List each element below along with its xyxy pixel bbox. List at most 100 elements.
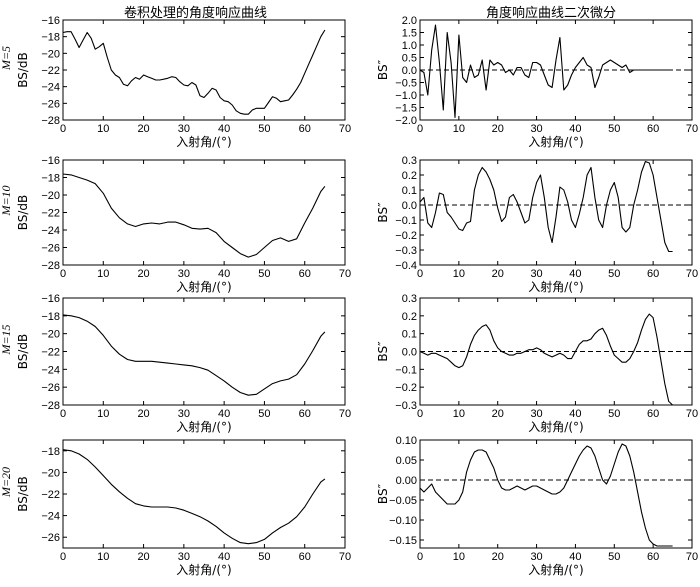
y-tick-label: −16 bbox=[41, 15, 60, 27]
series-line bbox=[62, 449, 326, 545]
panel-3-0: 0 10 20 30 40 50 60 70 −26 −24 −22 −20 −18 入射角/(°) BS/… bbox=[0, 439, 351, 577]
y-tick-label: 1.0 bbox=[402, 40, 417, 52]
y-tick-label: 0.10 bbox=[396, 435, 417, 447]
y-tick-label: 0.3 bbox=[402, 293, 417, 305]
plot-frame bbox=[62, 159, 346, 266]
x-tick-label: 40 bbox=[569, 408, 581, 420]
y-tick-label: 0.0 bbox=[402, 65, 417, 77]
series-line bbox=[419, 313, 673, 406]
row-label: M=20 bbox=[0, 467, 13, 498]
x-tick-label: 70 bbox=[339, 551, 351, 563]
panel-0-0: 0 10 20 30 40 50 60 70 −28 −26 −24 −22 −20 −18 −16 入射角/… bbox=[0, 15, 351, 149]
x-axis-label: 入射角/(°) bbox=[176, 134, 231, 149]
y-axis-label: BS/dB bbox=[16, 52, 30, 88]
y-tick-label: −0.2 bbox=[395, 382, 417, 394]
x-tick-label: 30 bbox=[530, 268, 542, 280]
y-tick-label: −24 bbox=[41, 364, 60, 376]
x-tick-label: 50 bbox=[608, 408, 620, 420]
x-tick-label: 10 bbox=[97, 408, 109, 420]
y-tick-label: 0.5 bbox=[402, 53, 417, 65]
y-tick-label: −1.0 bbox=[395, 90, 417, 102]
left-column-title: 卷积处理的角度响应曲线 bbox=[124, 6, 268, 21]
y-axis-label: BS/dB bbox=[16, 476, 30, 512]
x-tick-label: 60 bbox=[647, 268, 659, 280]
x-tick-label: 60 bbox=[299, 123, 311, 135]
x-tick-label: 0 bbox=[60, 551, 66, 563]
x-tick-label: 30 bbox=[530, 123, 542, 135]
panel-0-1: 0 10 20 30 40 50 60 70 −2.0−1.5−1.0−0.50.00.51.0… bbox=[376, 15, 698, 149]
x-tick-label: 60 bbox=[299, 408, 311, 420]
x-tick-label: 20 bbox=[492, 408, 504, 420]
y-tick-label: −0.3 bbox=[395, 400, 417, 412]
plot-frame bbox=[62, 19, 346, 121]
x-tick-label: 20 bbox=[137, 551, 149, 563]
y-tick-label: −28 bbox=[41, 400, 60, 412]
series-line bbox=[419, 443, 673, 547]
x-tick-label: 40 bbox=[569, 551, 581, 563]
x-tick-label: 0 bbox=[60, 408, 66, 420]
x-tick-label: 50 bbox=[608, 551, 620, 563]
x-tick-label: 40 bbox=[569, 123, 581, 135]
y-tick-label: −1.5 bbox=[395, 103, 417, 115]
x-axis-label: 入射角/(°) bbox=[528, 562, 583, 577]
y-tick-label: −22 bbox=[41, 489, 60, 501]
plot-frame bbox=[419, 439, 693, 549]
x-tick-label: 30 bbox=[178, 551, 190, 563]
y-tick-label: −0.5 bbox=[395, 78, 417, 90]
x-tick-label: 40 bbox=[218, 551, 230, 563]
y-tick-label: −22 bbox=[41, 208, 60, 220]
y-tick-label: −28 bbox=[41, 260, 60, 272]
y-tick-label: 0.0 bbox=[402, 347, 417, 359]
y-tick-label: 0.3 bbox=[402, 155, 417, 167]
y-tick-label: 0.2 bbox=[402, 170, 417, 182]
y-axis-label: BS″ bbox=[376, 483, 390, 504]
x-tick-label: 30 bbox=[530, 408, 542, 420]
y-tick-label: −22 bbox=[41, 65, 60, 77]
y-tick-label: −20 bbox=[41, 329, 60, 341]
y-tick-label: −0.1 bbox=[395, 215, 417, 227]
y-axis-label: BS/dB bbox=[16, 334, 30, 370]
x-tick-label: 60 bbox=[647, 408, 659, 420]
y-axis-label: BS″ bbox=[376, 341, 390, 362]
y-tick-label: −26 bbox=[41, 98, 60, 110]
x-tick-label: 70 bbox=[339, 268, 351, 280]
y-tick-label: −18 bbox=[41, 32, 60, 44]
y-tick-label: −0.2 bbox=[395, 230, 417, 242]
y-tick-label: −0.05 bbox=[389, 495, 417, 507]
y-tick-label: −28 bbox=[41, 115, 60, 127]
y-tick-label: −24 bbox=[41, 225, 60, 237]
right-column-title: 角度响应曲线二次微分 bbox=[486, 6, 617, 21]
y-tick-label: −18 bbox=[41, 446, 60, 458]
x-tick-label: 10 bbox=[97, 551, 109, 563]
x-tick-label: 20 bbox=[492, 123, 504, 135]
x-axis-label: 入射角/(°) bbox=[528, 134, 583, 149]
plot-frame bbox=[62, 439, 346, 549]
x-tick-label: 70 bbox=[686, 268, 698, 280]
x-tick-label: 70 bbox=[686, 123, 698, 135]
row-label: M=15 bbox=[0, 324, 13, 355]
x-axis-label: 入射角/(°) bbox=[528, 419, 583, 434]
y-tick-label: 1.5 bbox=[402, 28, 417, 40]
y-tick-label: −20 bbox=[41, 190, 60, 202]
x-tick-label: 10 bbox=[453, 123, 465, 135]
x-tick-label: 60 bbox=[299, 551, 311, 563]
x-tick-label: 10 bbox=[97, 268, 109, 280]
row-label: M=5 bbox=[0, 46, 13, 71]
series-line bbox=[62, 29, 326, 115]
y-tick-label: −0.10 bbox=[389, 515, 417, 527]
x-tick-label: 40 bbox=[218, 123, 230, 135]
x-tick-label: 60 bbox=[647, 551, 659, 563]
x-tick-label: 20 bbox=[137, 123, 149, 135]
x-tick-label: 50 bbox=[258, 123, 270, 135]
y-tick-label: −26 bbox=[41, 243, 60, 255]
plot-frame bbox=[419, 159, 693, 266]
panel-2-0: 0 10 20 30 40 50 60 70 −28 −26 −24 −22 −20 −18 −16 入射角/… bbox=[0, 293, 351, 434]
x-tick-label: 0 bbox=[60, 123, 66, 135]
panel-2-1: 0 10 20 30 40 50 60 70 −0.3 −0.2 −0.1 0.0 0.1 0.2 0.3 入… bbox=[376, 293, 698, 434]
x-axis-label: 入射角/(°) bbox=[176, 562, 231, 577]
y-tick-label: 0.0 bbox=[402, 200, 417, 212]
x-tick-label: 20 bbox=[492, 551, 504, 563]
x-tick-label: 30 bbox=[178, 268, 190, 280]
y-tick-label: −0.15 bbox=[389, 535, 417, 547]
